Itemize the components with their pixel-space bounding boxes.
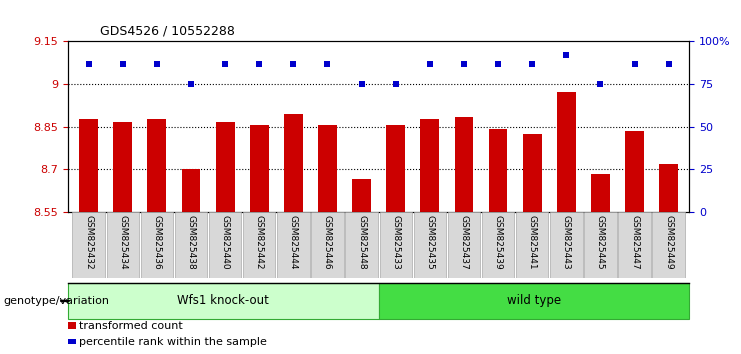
- Bar: [352, 179, 371, 212]
- Text: GSM825449: GSM825449: [664, 215, 673, 270]
- Point: [288, 61, 299, 67]
- Bar: [318, 125, 337, 212]
- Text: GSM825446: GSM825446: [323, 215, 332, 270]
- Bar: [284, 114, 303, 212]
- Bar: [584, 212, 617, 278]
- Bar: [311, 212, 344, 278]
- Text: GSM825441: GSM825441: [528, 215, 536, 270]
- Bar: [448, 212, 480, 278]
- Point: [594, 81, 606, 86]
- Bar: [73, 212, 104, 278]
- Text: GSM825436: GSM825436: [153, 215, 162, 270]
- Text: GSM825437: GSM825437: [459, 215, 468, 270]
- Bar: [182, 170, 200, 212]
- Point: [151, 61, 163, 67]
- Text: GSM825445: GSM825445: [596, 215, 605, 270]
- Bar: [216, 122, 234, 212]
- Bar: [79, 119, 98, 212]
- Bar: [523, 134, 542, 212]
- Point: [424, 61, 436, 67]
- Point: [253, 61, 265, 67]
- Bar: [488, 130, 508, 212]
- Point: [560, 52, 572, 58]
- Bar: [482, 212, 514, 278]
- Text: GDS4526 / 10552288: GDS4526 / 10552288: [100, 25, 235, 38]
- Point: [662, 61, 674, 67]
- Text: wild type: wild type: [507, 295, 561, 307]
- Text: transformed count: transformed count: [79, 321, 183, 331]
- Text: GSM825434: GSM825434: [119, 215, 127, 270]
- Bar: [209, 212, 242, 278]
- Text: GSM825447: GSM825447: [630, 215, 639, 270]
- Text: GSM825433: GSM825433: [391, 215, 400, 270]
- Bar: [420, 119, 439, 212]
- Bar: [454, 116, 473, 212]
- Bar: [175, 212, 207, 278]
- Bar: [386, 125, 405, 212]
- Bar: [345, 212, 378, 278]
- Text: GSM825443: GSM825443: [562, 215, 571, 270]
- Bar: [107, 212, 139, 278]
- Text: GSM825438: GSM825438: [187, 215, 196, 270]
- Text: GSM825444: GSM825444: [289, 215, 298, 269]
- Bar: [243, 212, 276, 278]
- Bar: [141, 212, 173, 278]
- Bar: [659, 164, 678, 212]
- Text: GSM825448: GSM825448: [357, 215, 366, 270]
- Point: [628, 61, 640, 67]
- Text: percentile rank within the sample: percentile rank within the sample: [79, 337, 268, 347]
- Point: [117, 61, 129, 67]
- Text: GSM825439: GSM825439: [494, 215, 502, 270]
- Point: [185, 81, 197, 86]
- Bar: [618, 212, 651, 278]
- Point: [526, 61, 538, 67]
- Bar: [557, 92, 576, 212]
- Point: [83, 61, 95, 67]
- Text: GSM825432: GSM825432: [84, 215, 93, 270]
- Bar: [113, 122, 132, 212]
- Bar: [147, 119, 166, 212]
- Bar: [625, 131, 644, 212]
- Bar: [653, 212, 685, 278]
- Point: [322, 61, 333, 67]
- Point: [356, 81, 368, 86]
- Bar: [550, 212, 582, 278]
- Text: genotype/variation: genotype/variation: [4, 296, 110, 306]
- Point: [390, 81, 402, 86]
- Bar: [516, 212, 548, 278]
- Text: GSM825440: GSM825440: [221, 215, 230, 270]
- Text: GSM825435: GSM825435: [425, 215, 434, 270]
- Bar: [250, 125, 269, 212]
- Bar: [413, 212, 446, 278]
- Point: [492, 61, 504, 67]
- Bar: [591, 174, 610, 212]
- Point: [458, 61, 470, 67]
- Text: Wfs1 knock-out: Wfs1 knock-out: [178, 295, 269, 307]
- Bar: [277, 212, 310, 278]
- Point: [219, 61, 231, 67]
- Bar: [379, 212, 412, 278]
- Text: GSM825442: GSM825442: [255, 215, 264, 269]
